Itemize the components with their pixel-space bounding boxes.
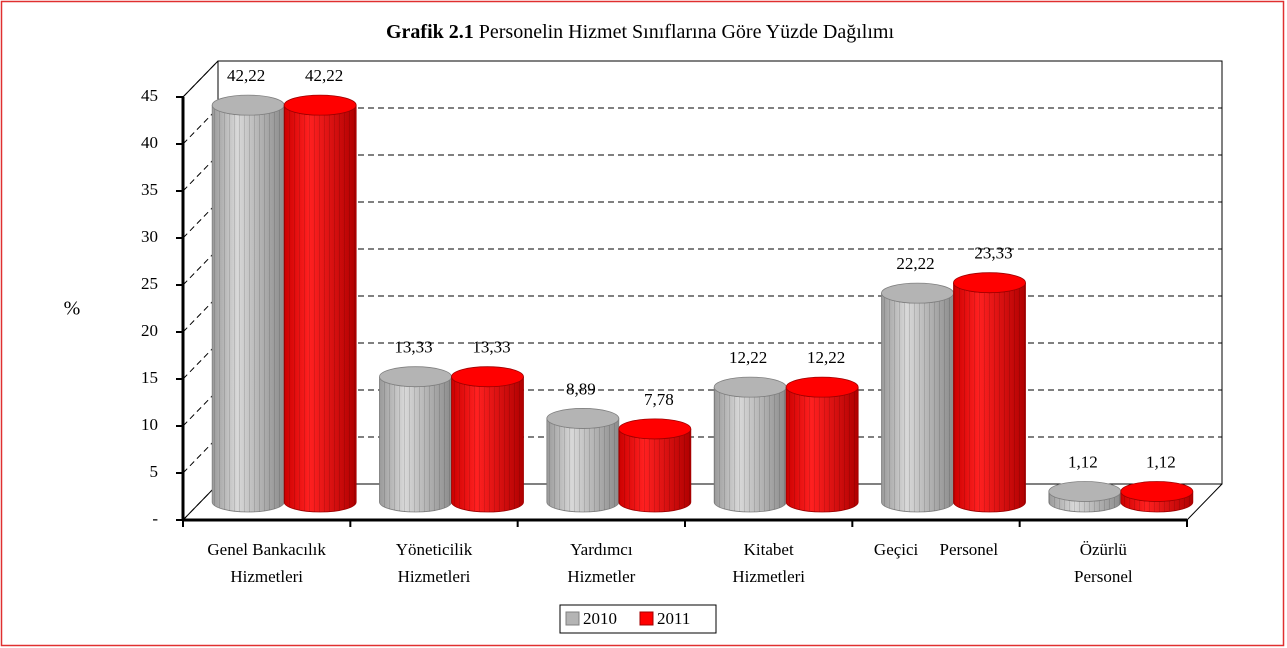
bar-stripes	[953, 282, 1026, 512]
bar-top	[1048, 481, 1122, 502]
x-tick-label: Yardımcı	[570, 540, 633, 559]
bar-stripes	[451, 376, 524, 512]
y-tick-label: 45	[141, 86, 158, 105]
y-tick-label: 20	[141, 321, 158, 340]
bar-top	[618, 418, 692, 440]
bar-stripes	[881, 293, 954, 512]
x-tick-label: Genel Bankacılık	[207, 540, 326, 559]
value-label: 22,22	[896, 254, 934, 273]
grid-diagonal	[182, 60, 219, 98]
value-label: 1,12	[1146, 452, 1176, 471]
x-tick-label: Hizmetler	[567, 567, 635, 586]
x-tick-label: Hizmetleri	[398, 567, 471, 586]
bar-stripes	[212, 105, 285, 512]
bar-top	[283, 94, 357, 116]
bar-top	[451, 366, 524, 388]
y-tick-label: 10	[141, 415, 158, 434]
bar-stripes	[379, 376, 452, 512]
y-tick-label: 5	[150, 462, 159, 481]
x-tick-label: Yöneticilik	[396, 540, 473, 559]
value-label: 42,22	[305, 66, 343, 85]
bar-stripes	[786, 387, 859, 512]
value-label: 12,22	[807, 348, 845, 367]
legend-box	[559, 604, 717, 634]
title-prefix: Grafik 2.1	[386, 21, 474, 43]
x-tick-label: Hizmetleri	[732, 567, 805, 586]
bar-top	[546, 408, 620, 429]
bar-top	[713, 376, 787, 398]
y-tick-label: 35	[141, 180, 158, 199]
x-tick-label: Hizmetleri	[230, 567, 303, 586]
bar-top	[1120, 481, 1194, 502]
bar-top	[881, 282, 954, 304]
bar-top	[785, 376, 859, 398]
x-tick-label: Personel	[1074, 567, 1133, 586]
y-tick-label: 25	[141, 274, 158, 293]
y-tick-label: -	[152, 509, 158, 528]
bar-stripes	[284, 105, 357, 512]
legend-swatch	[639, 611, 654, 626]
bar-stripes	[546, 418, 619, 512]
x-tick-label: Geçici Personel	[874, 540, 998, 559]
chart-title: Grafik 2.1 Personelin Hizmet Sınıflarına…	[386, 21, 894, 43]
x-tick-label: Özürlü	[1080, 540, 1128, 559]
x-tick-label: Kitabet	[744, 540, 794, 559]
bar-stripes	[618, 428, 691, 512]
value-label: 13,33	[394, 338, 432, 357]
bar-top	[953, 272, 1026, 294]
legend: 2010 2011	[559, 604, 717, 634]
bar-top	[211, 94, 285, 116]
value-label: 13,33	[472, 338, 510, 357]
legend-label: 2010	[583, 609, 617, 628]
bar-top	[379, 366, 452, 388]
value-label: 23,33	[974, 244, 1012, 263]
title-text: Personelin Hizmet Sınıflarına Göre Yüzde…	[479, 21, 895, 43]
y-tick-label: 15	[141, 368, 158, 387]
y-tick-label: 30	[141, 227, 158, 246]
y-tick-label: 40	[141, 133, 158, 152]
value-label: 42,22	[227, 66, 265, 85]
value-label: 8,89	[566, 379, 596, 398]
value-label: 12,22	[729, 348, 767, 367]
value-label: 1,12	[1068, 452, 1098, 471]
legend-swatch	[565, 611, 580, 626]
y-axis-label: %	[64, 298, 81, 320]
bar-stripes	[714, 387, 787, 512]
legend-label: 2011	[657, 609, 690, 628]
value-label: 7,78	[644, 390, 674, 409]
